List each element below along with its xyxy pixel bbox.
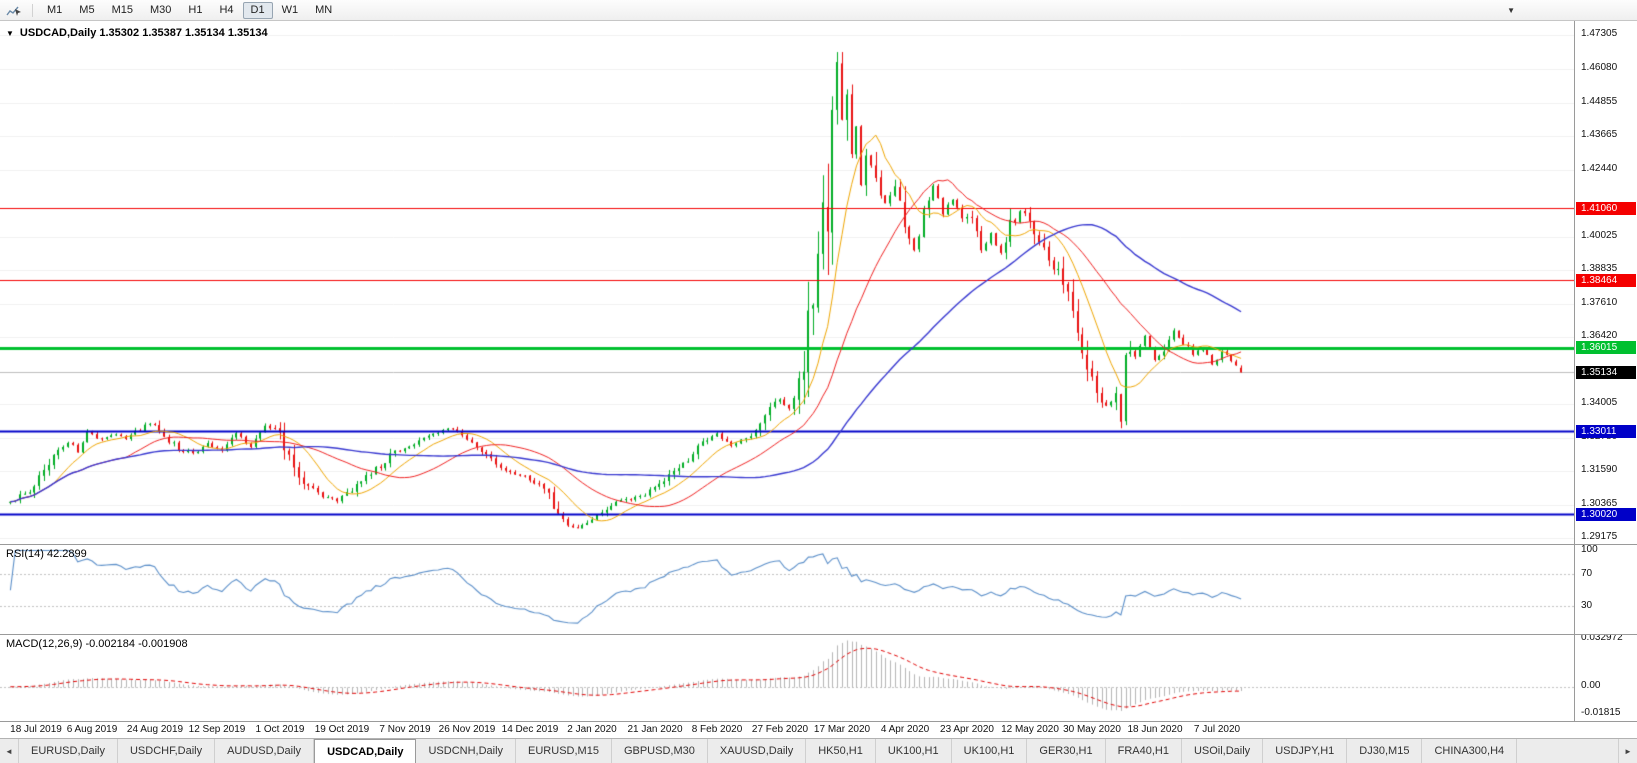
- chart-title: ▼ USDCAD,Daily 1.35302 1.35387 1.35134 1…: [6, 27, 268, 39]
- chart-tab[interactable]: GBPUSD,M30: [611, 739, 708, 763]
- date-tick-label: 2 Jan 2020: [567, 724, 617, 735]
- macd-tick-label: 0.032972: [1581, 635, 1623, 643]
- timeframe-button-m15[interactable]: M15: [111, 3, 133, 16]
- chart-area: ▼ USDCAD,Daily 1.35302 1.35387 1.35134 1…: [0, 21, 1637, 738]
- timeframe-button-h1[interactable]: H1: [188, 3, 203, 16]
- date-tick-label: 26 Nov 2019: [438, 724, 496, 735]
- price-line-badge: 1.38464: [1576, 274, 1636, 287]
- price-tick-label: 1.40025: [1581, 230, 1618, 241]
- price-tick-label: 1.43665: [1581, 129, 1618, 140]
- rsi-tick-label: 100: [1581, 545, 1598, 555]
- timeframe-buttons: M1 M5 M15 M30 H1 H4 D1 W1 MN: [39, 1, 340, 19]
- chart-tab[interactable]: EURUSD,M15: [516, 739, 612, 763]
- date-tick-label: 17 Mar 2020: [813, 724, 871, 735]
- macd-tick-label: 0.00: [1581, 680, 1601, 691]
- chart-tab[interactable]: USOil,Daily: [1181, 739, 1264, 763]
- date-tick-label: 14 Dec 2019: [501, 724, 559, 735]
- date-tick-label: 18 Jun 2020: [1127, 724, 1183, 735]
- price-axis: 1.47305 1.46080 1.44855 1.43665 1.42440 1.400…: [1574, 21, 1637, 544]
- chart-tab[interactable]: CHINA300,H4: [1422, 739, 1518, 763]
- date-tick-label: 8 Feb 2020: [691, 724, 743, 735]
- price-tick-label: 1.30365: [1581, 498, 1618, 509]
- date-tick-label: 19 Oct 2019: [314, 724, 370, 735]
- date-tick-label: 27 Feb 2020: [751, 724, 809, 735]
- timeframe-button-m1[interactable]: M1: [47, 3, 63, 16]
- date-tick-label: 4 Apr 2020: [880, 724, 930, 735]
- rsi-tick-label: 70: [1581, 568, 1593, 579]
- chart-cursor-icon[interactable]: [6, 4, 22, 17]
- chart-tab[interactable]: AUDUSD,Daily: [215, 739, 315, 763]
- date-tick-label: 6 Aug 2019: [66, 724, 118, 735]
- toolbar-overflow-icon[interactable]: ▼: [1507, 5, 1515, 15]
- chart-tab[interactable]: UK100,H1: [875, 739, 952, 763]
- price-tick-label: 1.29175: [1581, 531, 1618, 542]
- date-tick-label: 30 May 2020: [1063, 724, 1121, 735]
- date-tick-label: 12 Sep 2019: [188, 724, 246, 735]
- price-tick-label: 1.31590: [1581, 464, 1618, 475]
- timeframe-button-m30[interactable]: M30: [149, 3, 172, 16]
- price-chart-panel: ▼ USDCAD,Daily 1.35302 1.35387 1.35134 1…: [0, 21, 1637, 545]
- chart-tabs: EURUSD,Daily USDCHF,Daily AUDUSD,Daily USDC…: [19, 739, 1518, 763]
- chart-tab[interactable]: USDCHF,Daily: [117, 739, 216, 763]
- macd-axis: 0.032972 0.00 -0.01815: [1574, 635, 1637, 721]
- tab-scroll-right-button[interactable]: ►: [1618, 739, 1637, 763]
- price-tick-label: 1.36420: [1581, 330, 1618, 341]
- chart-menu-icon[interactable]: ▼: [6, 28, 14, 38]
- price-tick-label: 1.46080: [1581, 62, 1618, 73]
- toolbar-separator: [32, 3, 33, 17]
- time-axis: 18 Jul 2019 6 Aug 2019 24 Aug 2019 12 Sep 2…: [0, 721, 1637, 738]
- price-tick-label: 1.34005: [1581, 397, 1618, 408]
- date-tick-label: 7 Nov 2019: [379, 724, 431, 735]
- chart-tab[interactable]: FRA40,H1: [1105, 739, 1182, 763]
- macd-tick-label: -0.01815: [1581, 707, 1621, 718]
- chart-tab[interactable]: USDJPY,H1: [1263, 739, 1348, 763]
- date-tick-label: 21 Jan 2020: [627, 724, 683, 735]
- timeframe-button-h4[interactable]: H4: [219, 3, 234, 16]
- price-line-badge: 1.30020: [1576, 508, 1636, 521]
- date-tick-label: 12 May 2020: [1001, 724, 1059, 735]
- date-tick-label: 7 Jul 2020: [1193, 724, 1241, 735]
- chart-tab[interactable]: EURUSD,Daily: [19, 739, 118, 763]
- rsi-label: RSI(14) 42.2899: [6, 548, 87, 560]
- macd-panel: MACD(12,26,9) -0.002184 -0.001908 0.0329…: [0, 635, 1637, 721]
- rsi-panel: RSI(14) 42.2899 100 70 30: [0, 545, 1637, 635]
- macd-canvas[interactable]: [0, 635, 1574, 721]
- chart-tab[interactable]: USDCNH,Daily: [416, 739, 517, 763]
- timeframe-button-m5[interactable]: M5: [79, 3, 95, 16]
- chart-tab[interactable]: XAUUSD,Daily: [707, 739, 807, 763]
- current-price-badge: 1.35134: [1576, 366, 1636, 379]
- price-tick-label: 1.44855: [1581, 96, 1618, 107]
- price-tick-label: 1.38835: [1581, 263, 1618, 274]
- timeframe-button-w1[interactable]: W1: [281, 3, 299, 16]
- chart-tab[interactable]: GER30,H1: [1027, 739, 1106, 763]
- timeframe-toolbar: M1 M5 M15 M30 H1 H4 D1 W1 MN ▼: [0, 0, 1637, 21]
- chart-tab[interactable]: HK50,H1: [806, 739, 876, 763]
- price-line-badge: 1.33011: [1576, 425, 1636, 438]
- rsi-axis: 100 70 30: [1574, 545, 1637, 634]
- date-tick-label: 24 Aug 2019: [126, 724, 184, 735]
- tab-scroll-left-button[interactable]: ◄: [0, 739, 19, 763]
- chart-tab[interactable]: UK100,H1: [951, 739, 1028, 763]
- date-tick-label: 1 Oct 2019: [255, 724, 305, 735]
- price-line-badge: 1.36015: [1576, 341, 1636, 354]
- chart-tab-bar: ◄ EURUSD,Daily USDCHF,Daily AUDUSD,Daily US…: [0, 738, 1637, 763]
- rsi-tick-label: 30: [1581, 600, 1593, 611]
- timeframe-button-d1[interactable]: D1: [242, 1, 273, 19]
- chart-tab[interactable]: DJ30,M15: [1347, 739, 1423, 763]
- date-tick-label: 23 Apr 2020: [940, 724, 994, 735]
- price-line-badge: 1.41060: [1576, 202, 1636, 215]
- date-tick-label: 18 Jul 2019: [10, 724, 62, 735]
- price-chart-canvas[interactable]: [0, 21, 1574, 544]
- price-tick-label: 1.37610: [1581, 297, 1618, 308]
- chart-title-text: USDCAD,Daily 1.35302 1.35387 1.35134 1.3…: [19, 27, 268, 39]
- chart-tab[interactable]: USDCAD,Daily: [314, 739, 417, 763]
- timeframe-button-mn[interactable]: MN: [315, 3, 333, 16]
- rsi-canvas[interactable]: [0, 545, 1574, 634]
- macd-label: MACD(12,26,9) -0.002184 -0.001908: [6, 638, 188, 650]
- price-tick-label: 1.47305: [1581, 28, 1618, 39]
- price-tick-label: 1.42440: [1581, 163, 1618, 174]
